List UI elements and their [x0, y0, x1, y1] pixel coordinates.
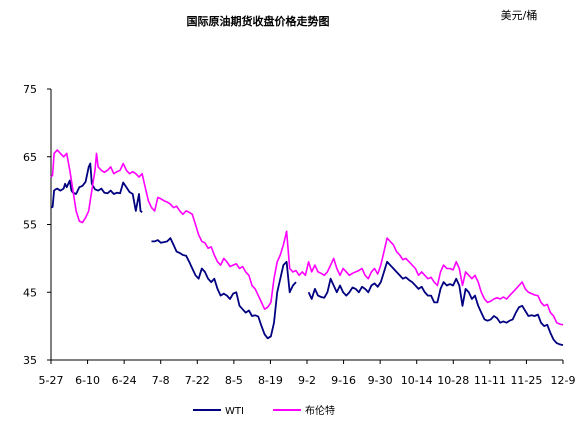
- x-tick-label: 6-10: [75, 374, 100, 387]
- x-tick-label: 10-28: [437, 374, 469, 387]
- x-tick-label: 9-2: [298, 374, 316, 387]
- series-line-brent: [50, 149, 564, 326]
- chart-title: 国际原油期货收盘价格走势图: [187, 14, 330, 28]
- unit-label: 美元/桶: [501, 8, 538, 22]
- x-tick-label: 12-9: [551, 374, 576, 387]
- legend-label-brent: 布伦特: [305, 404, 335, 417]
- x-tick-label: 9-30: [368, 374, 393, 387]
- axes: 35 45 55 65 75 5-27 6-10 6-24 7-8 7-22 8-5 8-19 9-2 9…: [23, 83, 575, 387]
- y-tick-label: 65: [23, 151, 37, 164]
- legend-label-wti: WTI: [225, 406, 244, 417]
- y-tick-label: 55: [23, 219, 37, 232]
- legend: WTI 布伦特: [193, 404, 335, 417]
- x-tick-label: 7-8: [152, 374, 170, 387]
- x-tick-label: 8-5: [225, 374, 243, 387]
- series-line-wti: [50, 162, 564, 346]
- x-tick-label: 6-24: [112, 374, 137, 387]
- x-tick-label: 5-27: [39, 374, 64, 387]
- y-tick-label: 35: [23, 354, 37, 367]
- x-tick-label: 11-25: [510, 374, 542, 387]
- x-tick-label: 8-19: [258, 374, 283, 387]
- x-tick-label: 7-22: [185, 374, 210, 387]
- x-tick-label: 9-16: [331, 374, 356, 387]
- x-tick-label: 11-11: [474, 374, 506, 387]
- y-tick-label: 75: [23, 83, 37, 96]
- y-tick-label: 45: [23, 286, 37, 299]
- series-lines: [50, 149, 564, 346]
- x-tick-label: 10-14: [401, 374, 433, 387]
